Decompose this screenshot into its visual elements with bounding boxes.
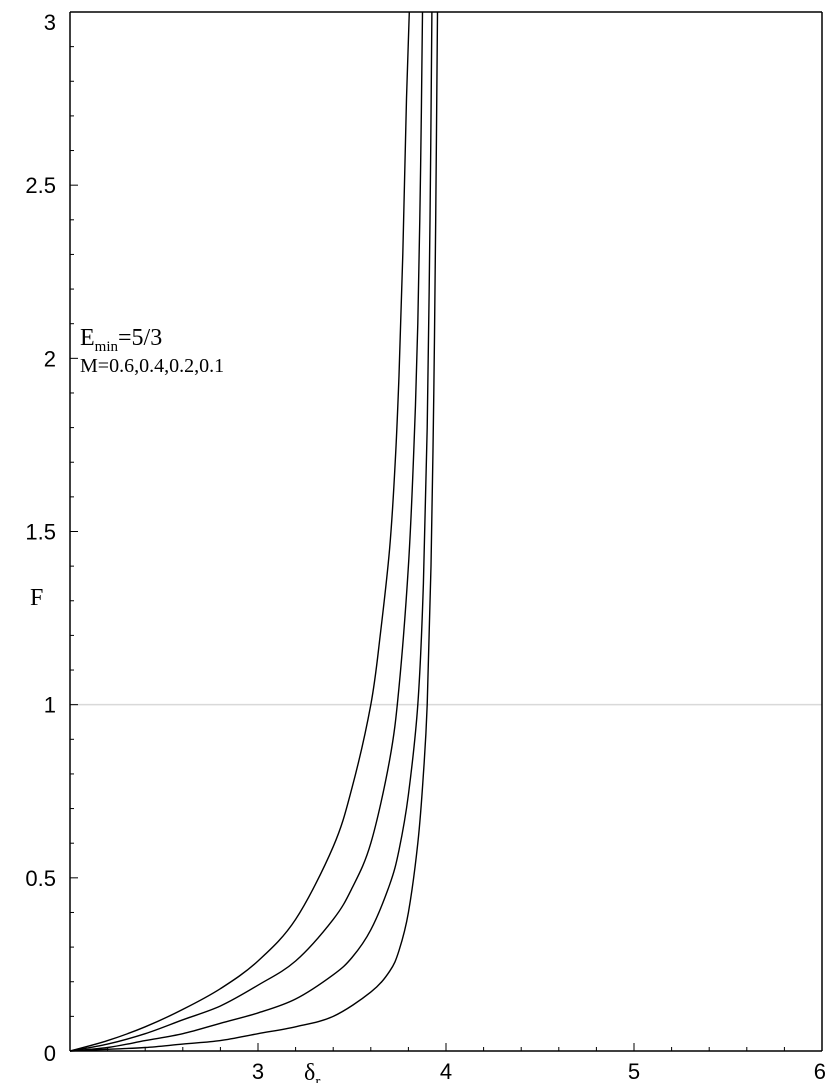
- series-line-2: [69, 11, 424, 1052]
- y-tick-label: 3: [44, 10, 56, 35]
- y-tick-label: 1: [44, 693, 56, 718]
- x-tick-label: 6: [814, 1059, 826, 1083]
- x-axis-label-main: δ: [304, 1060, 315, 1083]
- y-tick-label: 2.5: [25, 173, 56, 198]
- series-line-4: [69, 11, 439, 1052]
- annotation-emin-value: =5/3: [118, 325, 162, 351]
- x-axis-label: δr: [304, 1060, 320, 1083]
- x-axis-label-subscript: r: [315, 1074, 320, 1083]
- y-tick-label: 1.5: [25, 520, 56, 545]
- y-tick-label: 0: [44, 1041, 56, 1066]
- annotation-emin: Emin=5/3: [80, 325, 162, 355]
- y-tick-label: 0.5: [25, 866, 56, 891]
- x-tick-label: 3: [252, 1059, 264, 1083]
- series-line-1: [69, 11, 410, 1052]
- annotation-emin-main: E: [80, 325, 95, 351]
- x-tick-label: 5: [628, 1059, 640, 1083]
- y-tick-label: 2: [44, 346, 56, 371]
- y-axis-label: F: [30, 585, 43, 611]
- annotation-m-values: M=0.6,0.4,0.2,0.1: [80, 355, 224, 377]
- series-line-3: [69, 11, 433, 1052]
- annotation-emin-subscript: min: [95, 339, 119, 355]
- x-tick-label: 4: [440, 1059, 452, 1083]
